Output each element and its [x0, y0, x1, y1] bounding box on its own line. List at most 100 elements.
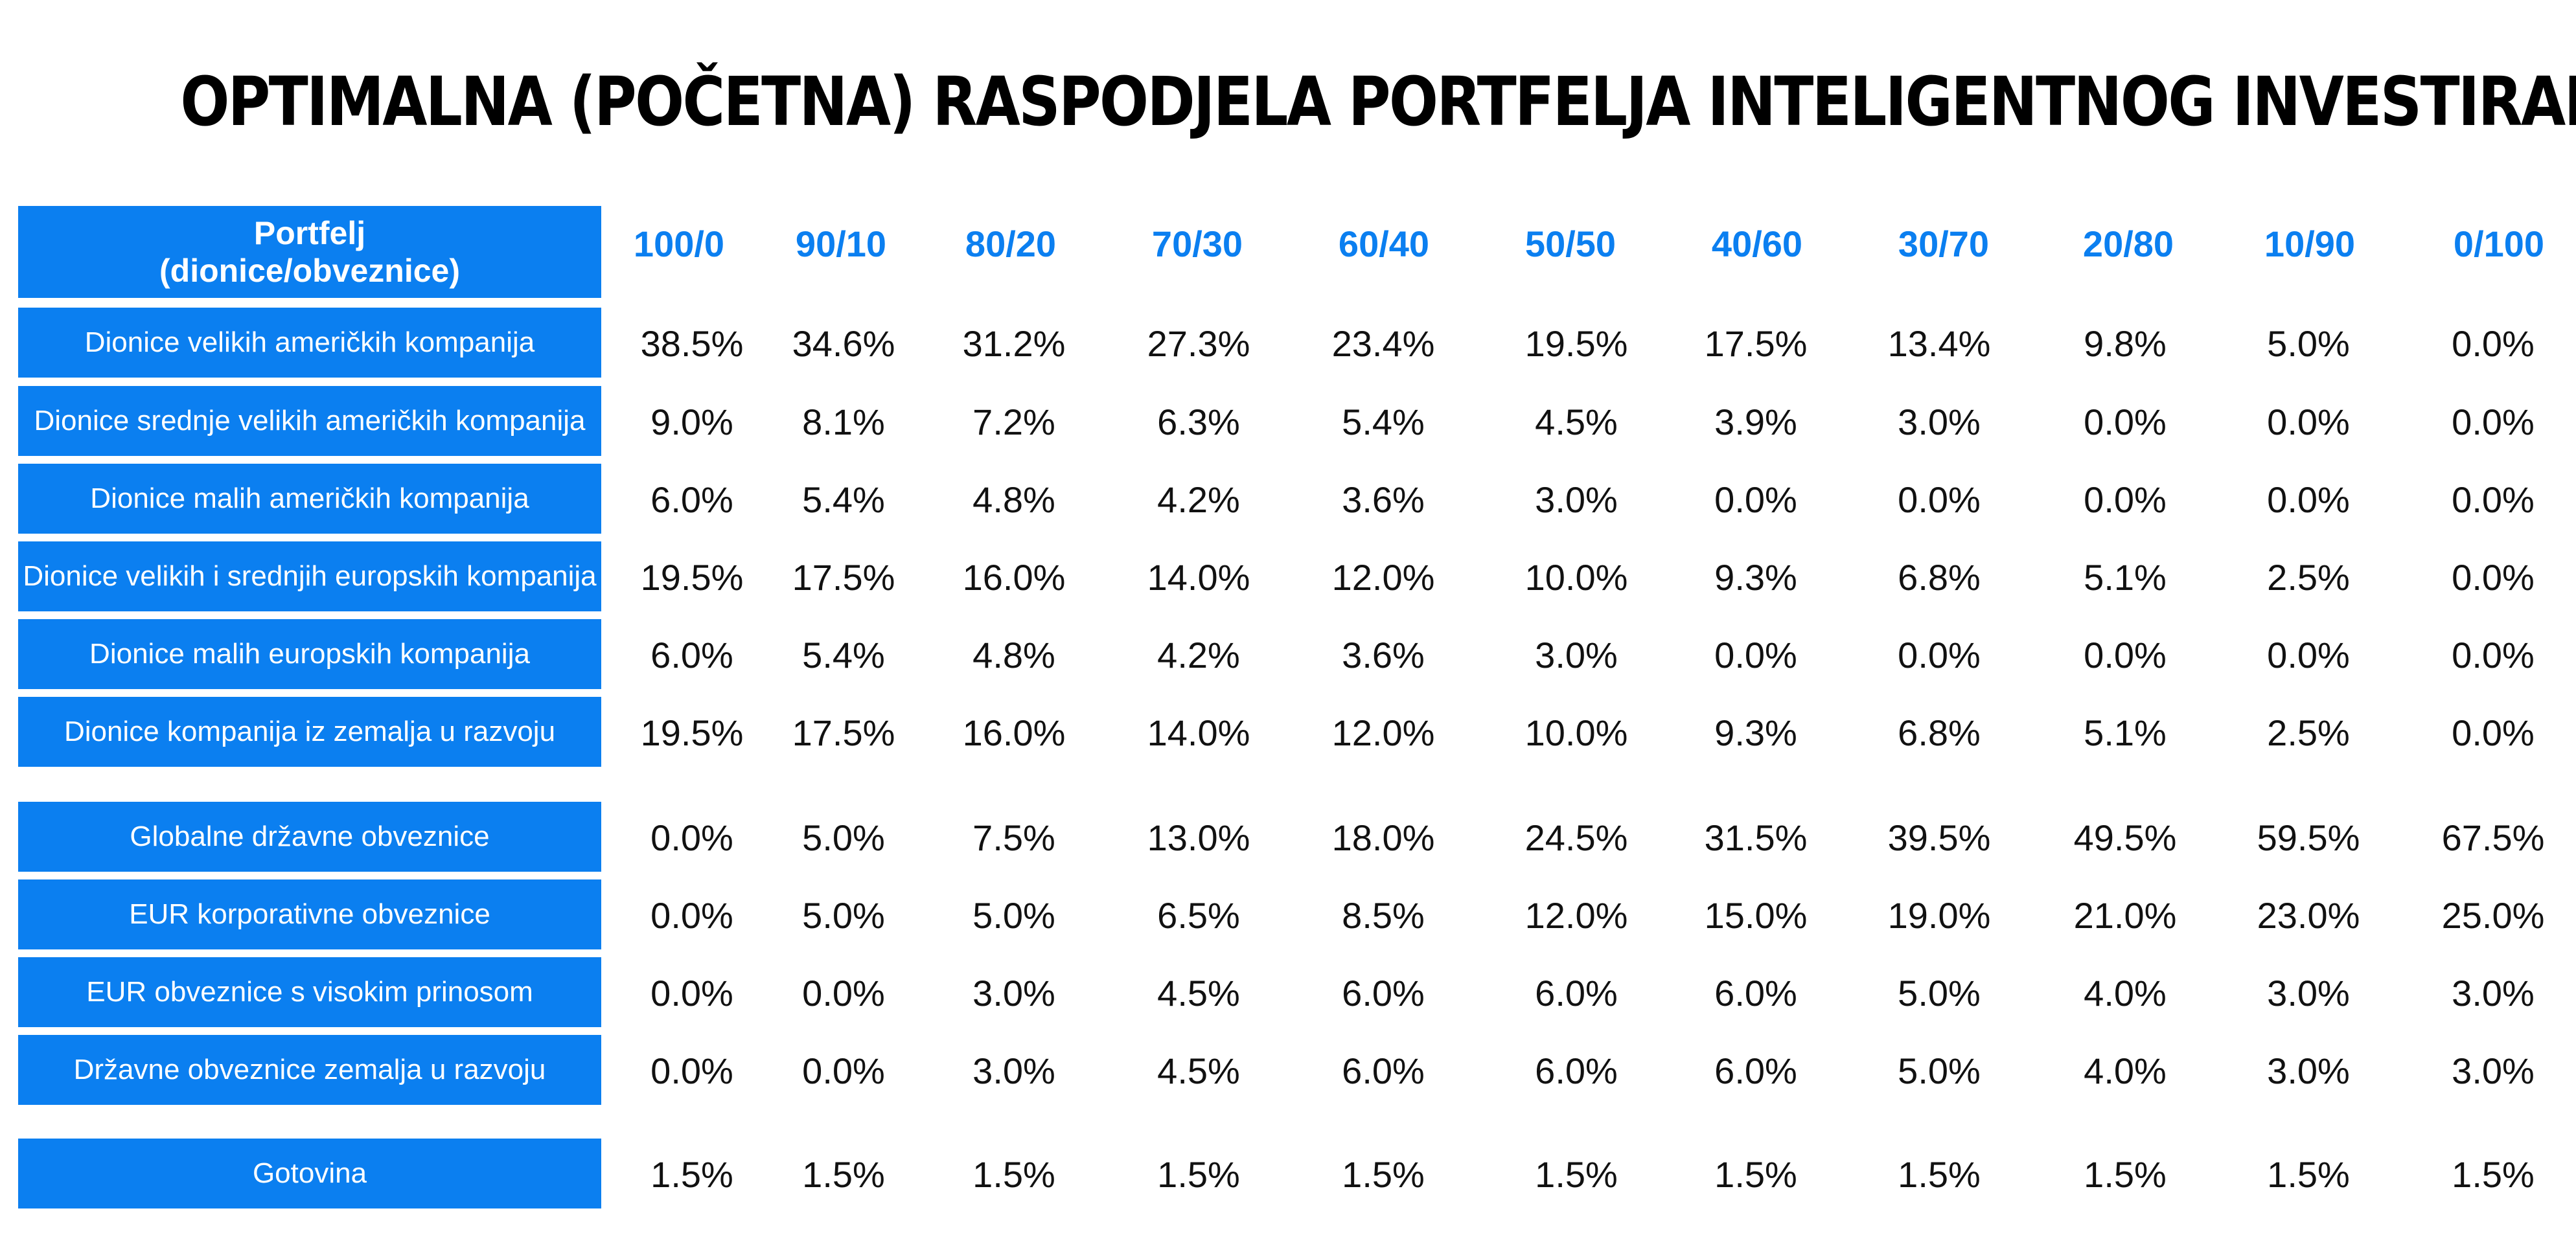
table-cell: 0.0% [1714, 635, 1797, 675]
table-cell: 3.0% [972, 1050, 1055, 1091]
table-cell: 16.0% [962, 557, 1066, 598]
table-cell: 6.0% [1535, 1050, 1618, 1091]
table-cell: 19.5% [640, 557, 744, 598]
table-cell: 24.5% [1524, 817, 1628, 858]
table-cell: 0.0% [1898, 635, 1981, 675]
table-cell: 3.0% [2452, 973, 2535, 1014]
table-cell: 3.0% [1535, 479, 1618, 520]
table-cell: 4.2% [1157, 635, 1240, 675]
table-cell: 14.0% [1147, 557, 1250, 598]
table-cell: 6.0% [1714, 973, 1797, 1014]
header-line-2: (dionice/obveznice) [159, 253, 460, 289]
table-cell: 12.0% [1331, 712, 1435, 753]
table-cell: 0.0% [2267, 402, 2350, 442]
table-cell: 6.5% [1157, 895, 1240, 936]
row-label: Dionice velikih američkih kompanija [18, 308, 601, 378]
table-cell: 31.2% [962, 323, 1066, 364]
table-cell: 5.0% [802, 895, 885, 936]
table-header-portfolio: Portfelj (dionice/obveznice) [18, 206, 601, 298]
table-cell: 3.0% [2267, 1050, 2350, 1091]
table-cell: 1.5% [972, 1154, 1055, 1195]
table-cell: 49.5% [2073, 817, 2177, 858]
table-cell: 0.0% [2452, 402, 2535, 442]
table-cell: 13.4% [1887, 323, 1991, 364]
table-cell: 0.0% [2452, 635, 2535, 675]
table-cell: 9.0% [650, 402, 733, 442]
table-cell: 18.0% [1331, 817, 1435, 858]
table-cell: 0.0% [650, 1050, 733, 1091]
column-header: 60/40 [1338, 223, 1430, 264]
column-header: 70/30 [1151, 223, 1243, 264]
table-cell: 6.0% [1342, 973, 1425, 1014]
table-cell: 14.0% [1147, 712, 1250, 753]
table-cell: 0.0% [650, 973, 733, 1014]
table-cell: 7.2% [972, 402, 1055, 442]
table-cell: 34.6% [792, 323, 895, 364]
table-cell: 5.0% [972, 895, 1055, 936]
table-cell: 0.0% [802, 1050, 885, 1091]
table-cell: 1.5% [1898, 1154, 1981, 1195]
table-cell: 5.0% [1898, 1050, 1981, 1091]
table-cell: 1.5% [802, 1154, 885, 1195]
row-label: Globalne državne obveznice [18, 802, 601, 872]
table-cell: 2.5% [2267, 557, 2350, 598]
table-cell: 0.0% [650, 895, 733, 936]
table-cell: 0.0% [2267, 635, 2350, 675]
table-cell: 4.0% [2084, 973, 2167, 1014]
table-cell: 1.5% [2452, 1154, 2535, 1195]
table-cell: 3.0% [2452, 1050, 2535, 1091]
table-cell: 39.5% [1887, 817, 1991, 858]
table-cell: 1.5% [1342, 1154, 1425, 1195]
table-cell: 1.5% [2267, 1154, 2350, 1195]
table-cell: 2.5% [2267, 712, 2350, 753]
header-line-1: Portfelj [253, 215, 366, 251]
table-cell: 6.0% [1342, 1050, 1425, 1091]
table-cell: 1.5% [2084, 1154, 2167, 1195]
table-cell: 6.0% [650, 479, 733, 520]
table-cell: 9.3% [1714, 557, 1797, 598]
column-header: 0/100 [2453, 223, 2545, 264]
table-cell: 38.5% [640, 323, 744, 364]
table-cell: 6.8% [1898, 557, 1981, 598]
table-cell: 23.4% [1331, 323, 1435, 364]
table-cell: 8.5% [1342, 895, 1425, 936]
table-cell: 4.5% [1157, 973, 1240, 1014]
table-cell: 10.0% [1524, 557, 1628, 598]
table-cell: 4.2% [1157, 479, 1240, 520]
table-cell: 16.0% [962, 712, 1066, 753]
table-cell: 0.0% [2452, 712, 2535, 753]
row-label: Dionice malih američkih kompanija [18, 464, 601, 534]
table-cell: 23.0% [2257, 895, 2360, 936]
table-cell: 31.5% [1704, 817, 1808, 858]
table-cell: 5.4% [802, 635, 885, 675]
table-cell: 15.0% [1704, 895, 1808, 936]
table-cell: 1.5% [1157, 1154, 1240, 1195]
table-cell: 4.5% [1157, 1050, 1240, 1091]
column-header: 20/80 [2082, 223, 2174, 264]
table-cell: 5.0% [802, 817, 885, 858]
table-cell: 1.5% [650, 1154, 733, 1195]
table-cell: 0.0% [2084, 635, 2167, 675]
table-cell: 3.0% [1535, 635, 1618, 675]
table-cell: 0.0% [2267, 479, 2350, 520]
row-label: EUR obveznice s visokim prinosom [18, 957, 601, 1027]
table-cell: 0.0% [650, 817, 733, 858]
table-cell: 13.0% [1147, 817, 1250, 858]
table-cell: 3.0% [2267, 973, 2350, 1014]
table-cell: 0.0% [2084, 402, 2167, 442]
table-cell: 4.8% [972, 635, 1055, 675]
table-cell: 3.6% [1342, 635, 1425, 675]
table-cell: 0.0% [2452, 557, 2535, 598]
table-cell: 67.5% [2441, 817, 2545, 858]
table-cell: 6.0% [1714, 1050, 1797, 1091]
page-title: OPTIMALNA (POČETNA) RASPODJELA PORTFELJA… [180, 62, 2576, 141]
table-cell: 25.0% [2441, 895, 2545, 936]
table-cell: 7.5% [972, 817, 1055, 858]
table-cell: 5.4% [802, 479, 885, 520]
table-cell: 3.0% [1898, 402, 1981, 442]
table-cell: 6.8% [1898, 712, 1981, 753]
column-header: 50/50 [1524, 223, 1616, 264]
table-cell: 4.5% [1535, 402, 1618, 442]
table-cell: 6.3% [1157, 402, 1240, 442]
column-header: 30/70 [1898, 223, 1990, 264]
